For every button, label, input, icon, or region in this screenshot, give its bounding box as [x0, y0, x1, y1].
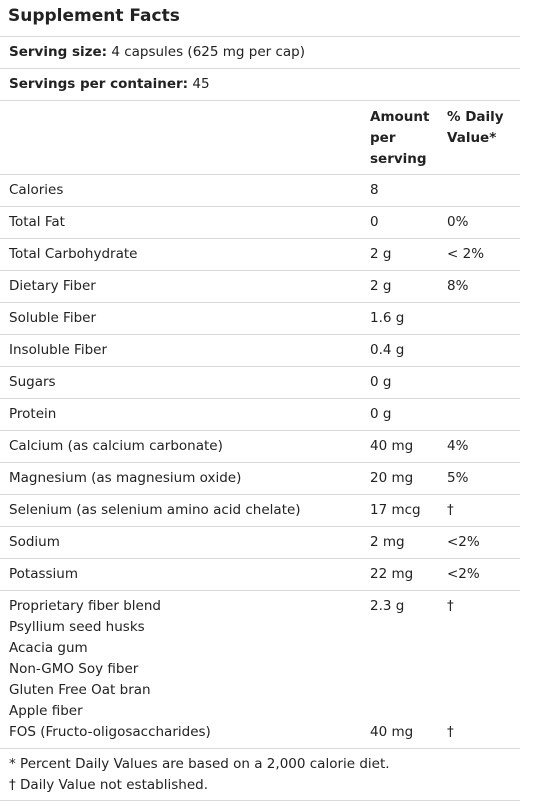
- servings-per-container-value: 45: [192, 76, 210, 92]
- divider: [0, 558, 520, 559]
- nutrient-name: Total Carbohydrate: [9, 246, 138, 262]
- amount-per-serving-header: Amount per serving: [370, 107, 429, 170]
- nutrient-name: Insoluble Fiber: [9, 342, 108, 358]
- nutrient-daily-value: 0%: [447, 214, 469, 230]
- divider: [0, 398, 520, 399]
- blend-ingredient: Gluten Free Oat bran: [9, 682, 151, 698]
- blend-name: Proprietary fiber blend: [9, 598, 161, 614]
- nutrient-name: Dietary Fiber: [9, 278, 96, 294]
- nutrient-daily-value: 4%: [447, 438, 469, 454]
- nutrient-name: Protein: [9, 406, 57, 422]
- divider: [0, 748, 520, 749]
- blend-ingredient: Acacia gum: [9, 640, 88, 656]
- nutrient-amount: 2 g: [370, 246, 392, 262]
- divider: [0, 494, 520, 495]
- fos-daily-value: †: [447, 724, 454, 740]
- nutrient-amount: 0.4 g: [370, 342, 405, 358]
- nutrient-name: Calories: [9, 182, 64, 198]
- blend-ingredient: Psyllium seed husks: [9, 619, 145, 635]
- blend-ingredient: FOS (Fructo-oligosaccharides): [9, 724, 211, 740]
- nutrient-amount: 2 mg: [370, 534, 405, 550]
- header-line: serving: [370, 151, 427, 167]
- blend-amount: 2.3 g: [370, 598, 405, 614]
- divider: [0, 590, 520, 591]
- divider: [0, 430, 520, 431]
- nutrient-amount: 22 mg: [370, 566, 414, 582]
- divider: [0, 800, 520, 801]
- blend-daily-value: †: [447, 598, 454, 614]
- header-line: Value*: [447, 130, 497, 146]
- header-line: Amount: [370, 109, 430, 125]
- nutrient-name: Selenium (as selenium amino acid chelate…: [9, 502, 301, 518]
- daily-value-header: % Daily Value*: [447, 107, 504, 149]
- divider: [0, 302, 520, 303]
- servings-per-container-row: Servings per container: 45: [9, 76, 210, 92]
- nutrient-daily-value: < 2%: [447, 246, 485, 262]
- nutrient-amount: 0 g: [370, 374, 392, 390]
- serving-size-value: 4 capsules (625 mg per cap): [111, 44, 306, 60]
- nutrient-name: Sugars: [9, 374, 56, 390]
- nutrient-name: Calcium (as calcium carbonate): [9, 438, 223, 454]
- nutrient-amount: 0 g: [370, 406, 392, 422]
- blend-ingredient: Non-GMO Soy fiber: [9, 661, 139, 677]
- nutrient-amount: 2 g: [370, 278, 392, 294]
- blend-ingredient: Apple fiber: [9, 703, 83, 719]
- nutrient-amount: 20 mg: [370, 470, 414, 486]
- divider: [0, 526, 520, 527]
- nutrient-name: Soluble Fiber: [9, 310, 97, 326]
- divider: [0, 206, 520, 207]
- fos-amount: 40 mg: [370, 724, 414, 740]
- divider: [0, 462, 520, 463]
- serving-size-row: Serving size: 4 capsules (625 mg per cap…: [9, 44, 305, 60]
- nutrient-daily-value: <2%: [447, 566, 480, 582]
- divider: [0, 270, 520, 271]
- nutrient-name: Sodium: [9, 534, 60, 550]
- nutrient-amount: 8: [370, 182, 379, 198]
- header-line: % Daily: [447, 109, 504, 125]
- nutrient-daily-value: 8%: [447, 278, 469, 294]
- header-line: per: [370, 130, 396, 146]
- divider: [0, 366, 520, 367]
- divider: [0, 334, 520, 335]
- nutrient-amount: 17 mcg: [370, 502, 421, 518]
- nutrient-name: Total Fat: [9, 214, 65, 230]
- footnote-percent-daily-value: * Percent Daily Values are based on a 2,…: [9, 756, 390, 772]
- nutrient-amount: 0: [370, 214, 379, 230]
- nutrient-daily-value: <2%: [447, 534, 480, 550]
- divider: [0, 68, 520, 69]
- nutrient-daily-value: 5%: [447, 470, 469, 486]
- divider: [0, 100, 520, 101]
- serving-size-label: Serving size:: [9, 44, 108, 60]
- divider: [0, 36, 520, 37]
- divider: [0, 174, 520, 175]
- nutrient-amount: 1.6 g: [370, 310, 405, 326]
- nutrient-name: Potassium: [9, 566, 79, 582]
- divider: [0, 238, 520, 239]
- footnote-not-established: † Daily Value not established.: [9, 777, 208, 793]
- servings-per-container-label: Servings per container:: [9, 76, 189, 92]
- nutrient-amount: 40 mg: [370, 438, 414, 454]
- nutrient-daily-value: †: [447, 502, 454, 518]
- nutrient-name: Magnesium (as magnesium oxide): [9, 470, 242, 486]
- panel-title: Supplement Facts: [8, 6, 180, 26]
